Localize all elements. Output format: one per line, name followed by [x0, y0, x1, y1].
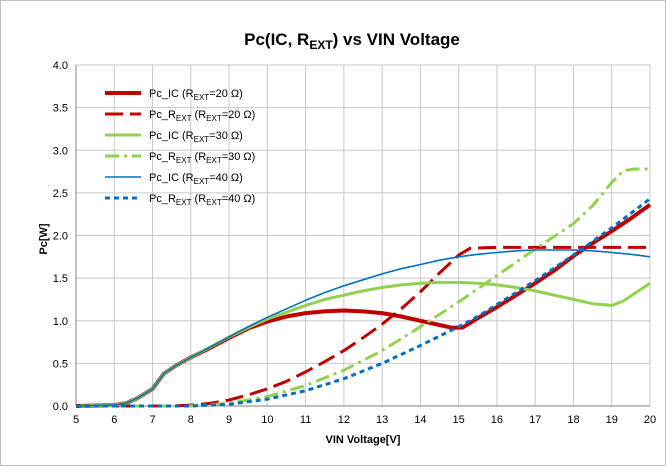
y-tick-label: 2.0: [53, 231, 68, 243]
legend-label: Pc_IC (REXT=20 Ω): [149, 88, 243, 102]
x-tick-label: 10: [261, 414, 273, 426]
x-tick-label: 6: [111, 414, 117, 426]
x-tick-label: 19: [606, 414, 618, 426]
y-tick-label: 4.0: [53, 60, 68, 72]
x-tick-label: 16: [491, 414, 503, 426]
y-tick-label: 3.5: [53, 103, 68, 115]
x-tick-label: 5: [73, 414, 79, 426]
legend-label: Pc_REXT (REXT=40 Ω): [149, 193, 255, 207]
y-tick-label: 0.0: [53, 401, 68, 413]
series-line-4: [76, 167, 650, 408]
x-tick-label: 7: [149, 414, 155, 426]
legend-label: Pc_IC (REXT=40 Ω): [149, 172, 243, 186]
y-tick-label: 2.5: [53, 188, 68, 200]
y-tick-label: 0.5: [53, 358, 68, 370]
series-line-5: [76, 249, 651, 407]
x-tick-label: 8: [188, 414, 194, 426]
legend-item-5: Pc_IC (REXT=40 Ω): [105, 172, 243, 186]
series-line-2: [76, 245, 650, 408]
x-tick-label: 20: [644, 414, 656, 426]
chart-title: Pc(IC, REXT) vs VIN Voltage: [244, 30, 460, 52]
legend-label: Pc_REXT (REXT=30 Ω): [149, 151, 255, 165]
x-tick-label: 17: [529, 414, 541, 426]
legend-item-1: Pc_IC (REXT=20 Ω): [105, 88, 243, 102]
x-tick-label: 9: [226, 414, 232, 426]
legend-item-2: Pc_REXT (REXT=20 Ω): [105, 109, 255, 123]
x-tick-label: 18: [567, 414, 579, 426]
y-tick-label: 3.0: [53, 145, 68, 157]
x-axis-title: VIN Voltage[V]: [326, 434, 401, 446]
x-tick-label: 15: [453, 414, 465, 426]
y-tick-label: 1.5: [53, 273, 68, 285]
y-tick-label: 1.0: [53, 316, 68, 328]
x-tick-label: 11: [300, 414, 311, 426]
y-axis-title: Pc[W]: [38, 223, 50, 255]
legend-label: Pc_IC (REXT=30 Ω): [149, 130, 243, 144]
x-tick-label: 14: [414, 414, 426, 426]
legend-item-3: Pc_IC (REXT=30 Ω): [105, 130, 243, 144]
legend-item-4: Pc_REXT (REXT=30 Ω): [105, 151, 255, 165]
x-tick-label: 12: [338, 414, 350, 426]
series-line-6: [76, 197, 651, 408]
legend-label: Pc_REXT (REXT=20 Ω): [149, 109, 255, 123]
legend-item-6: Pc_REXT (REXT=40 Ω): [105, 193, 255, 207]
x-tick-label: 13: [376, 414, 388, 426]
